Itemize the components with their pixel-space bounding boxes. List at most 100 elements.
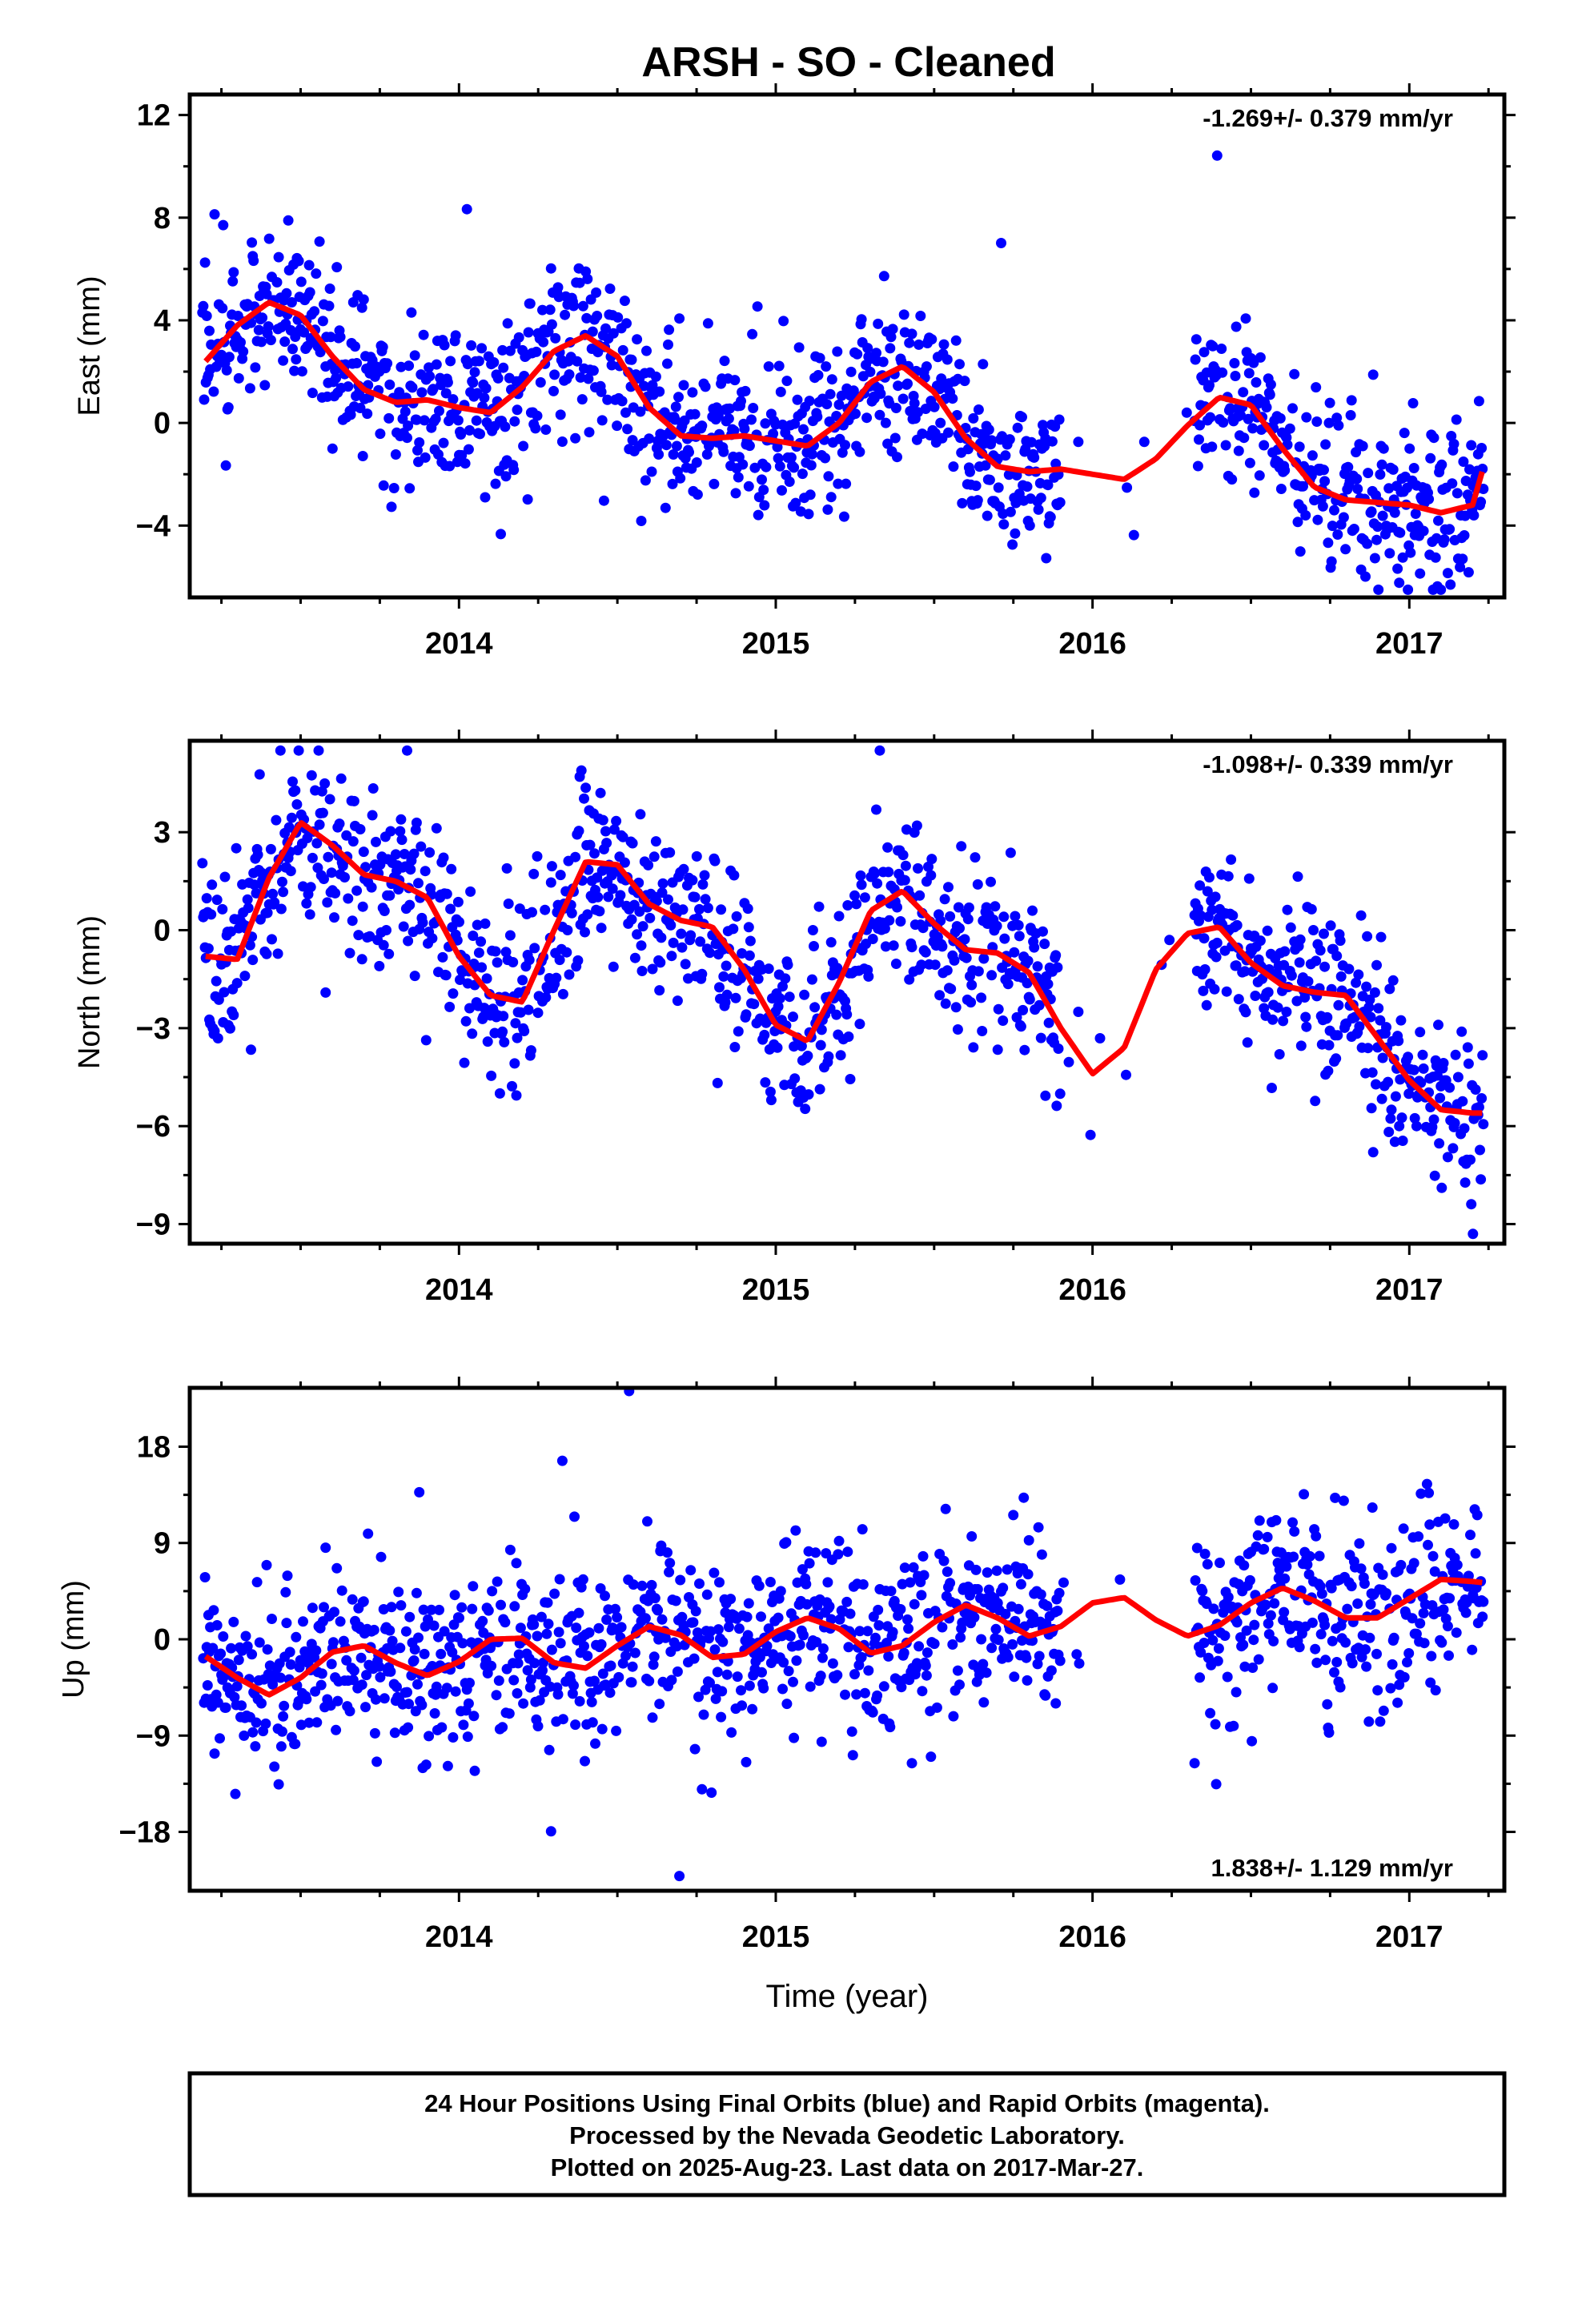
data-point <box>827 1658 838 1669</box>
data-point <box>476 962 488 973</box>
data-point <box>1347 1658 1358 1669</box>
data-point <box>441 888 452 899</box>
data-point <box>1384 983 1395 995</box>
data-point <box>208 1605 219 1616</box>
data-point <box>664 324 675 336</box>
data-point <box>1216 344 1227 354</box>
data-point <box>583 373 594 384</box>
data-point <box>880 417 891 428</box>
data-point <box>1335 971 1347 982</box>
data-point <box>1231 1687 1242 1698</box>
x-tick-label: 2015 <box>742 627 810 661</box>
data-point <box>1199 933 1210 944</box>
data-point <box>644 433 655 444</box>
data-point <box>652 1605 664 1616</box>
data-point <box>598 495 609 506</box>
data-point <box>674 313 685 324</box>
data-point <box>317 807 328 818</box>
data-point <box>371 1756 383 1767</box>
data-point <box>1323 1065 1334 1076</box>
data-point <box>845 1608 856 1619</box>
data-point <box>884 915 895 926</box>
data-point <box>1367 369 1379 380</box>
data-point <box>322 897 333 908</box>
data-point <box>613 1671 624 1683</box>
data-point <box>1050 458 1062 469</box>
data-point <box>265 335 276 346</box>
data-point <box>546 861 557 872</box>
data-point <box>1322 1011 1333 1023</box>
data-point <box>1244 1574 1255 1586</box>
data-point <box>1269 1598 1280 1609</box>
data-point <box>319 874 329 884</box>
data-point <box>942 965 953 976</box>
data-point <box>709 478 720 489</box>
data-point <box>1241 1625 1252 1636</box>
data-point <box>1233 445 1244 456</box>
data-point <box>973 404 984 415</box>
data-point <box>387 1635 398 1647</box>
data-point <box>1289 1526 1300 1537</box>
data-point <box>1338 1495 1349 1506</box>
data-point <box>759 1029 770 1040</box>
data-point <box>986 1642 998 1654</box>
data-point <box>1301 412 1312 423</box>
data-point <box>424 847 436 858</box>
data-point <box>616 1622 627 1633</box>
data-point <box>986 970 998 981</box>
data-point <box>1423 1539 1433 1550</box>
data-point <box>197 858 208 869</box>
data-point <box>926 334 938 345</box>
data-point <box>244 939 255 951</box>
data-point <box>938 1555 950 1566</box>
data-point <box>428 1620 440 1631</box>
data-point <box>825 937 837 948</box>
data-point <box>824 1601 835 1612</box>
data-point <box>361 1670 372 1681</box>
data-point <box>1004 434 1015 445</box>
data-point <box>690 1606 701 1617</box>
data-point <box>1274 1049 1285 1059</box>
data-point <box>1295 546 1306 557</box>
data-point <box>1354 1538 1365 1549</box>
data-point <box>916 1590 927 1601</box>
data-point <box>1327 521 1338 532</box>
data-point <box>901 824 912 835</box>
data-point <box>1450 1049 1461 1060</box>
data-point <box>878 271 889 282</box>
data-point <box>1413 1531 1424 1542</box>
data-point <box>962 444 974 455</box>
data-point <box>327 443 338 454</box>
data-point <box>998 1015 1009 1026</box>
data-point <box>275 1672 286 1683</box>
data-point <box>239 1730 250 1741</box>
data-point <box>420 1759 432 1771</box>
data-point <box>512 1658 524 1669</box>
data-point <box>1017 412 1027 423</box>
data-point <box>482 1036 493 1047</box>
data-point <box>1022 1675 1033 1686</box>
data-point <box>806 974 817 985</box>
data-point <box>251 1577 263 1588</box>
data-point <box>1041 553 1052 564</box>
data-point <box>1478 1119 1489 1130</box>
data-point <box>1311 416 1323 427</box>
data-point <box>295 276 307 287</box>
data-point <box>947 1639 958 1650</box>
data-point <box>678 863 689 875</box>
data-point <box>1340 544 1351 555</box>
data-point <box>238 346 249 357</box>
data-point <box>717 1636 729 1647</box>
data-point <box>537 304 548 316</box>
data-point <box>644 1675 655 1687</box>
data-point <box>278 887 289 898</box>
data-point <box>1071 1649 1082 1660</box>
data-point <box>213 994 224 1005</box>
data-point <box>568 1680 579 1691</box>
data-point <box>252 849 263 860</box>
data-point <box>463 1698 474 1709</box>
data-point <box>661 440 672 451</box>
data-point <box>556 1455 568 1466</box>
data-point <box>1346 1581 1357 1592</box>
